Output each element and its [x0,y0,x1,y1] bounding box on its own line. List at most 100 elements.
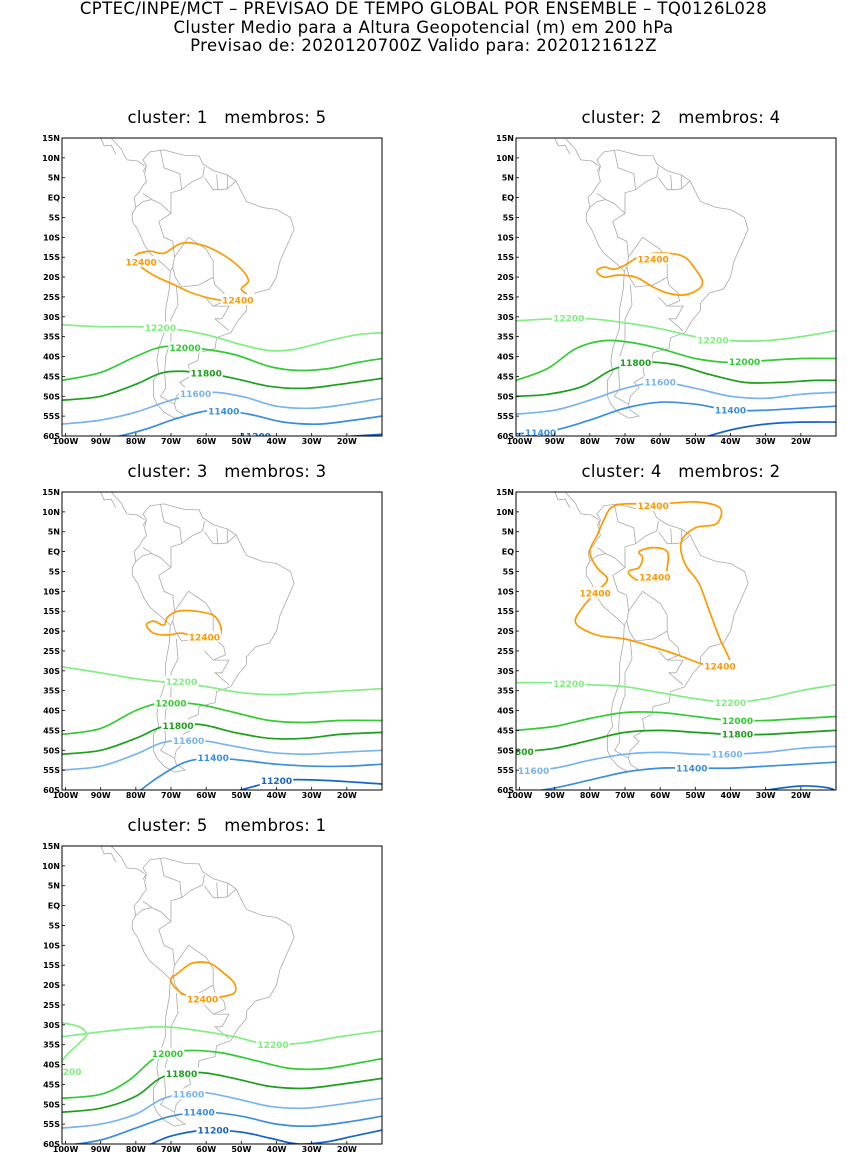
contour-label: 12400 [637,502,668,512]
lat-tick-label: 60S [497,786,514,795]
contour-label: 11800 [166,1070,197,1080]
lon-tick-label: 60W [196,1145,216,1154]
lat-tick-label: 10N [42,154,60,163]
plot-area: 12400 12200 12200 12000 11800 11600 11400 11400 [516,138,836,436]
contour-label: 12400 [637,255,668,265]
lon-tick-label: 60W [196,437,216,446]
contour-label: 11600 [173,737,204,747]
country-border [658,277,680,307]
contour-label-bg [124,255,158,267]
lon-tick-label: 40W [267,791,287,800]
country-border [159,284,179,405]
contour-label-bg [178,387,213,399]
lat-tick-label: 5N [502,528,514,537]
lat-axis: 15N 10N 5N EQ 5S 10S 15S 20S 25S 30S 35S 40S 45S 50S 5… [42,842,65,1149]
contour-12000 [62,345,382,382]
country-border [135,553,172,568]
contour-label-bg [256,1038,290,1050]
lat-tick-label: 40S [497,353,514,362]
contour-12000 [516,339,836,382]
lon-tick-label: 70W [161,1145,181,1154]
lat-tick-label: 45S [43,1080,60,1089]
lat-tick-label: 45S [497,726,514,735]
contour-label: 11800 [191,370,222,380]
lon-tick-label: 30W [756,437,776,446]
panel-title-text: cluster: 2 membros: 4 [581,108,781,127]
title-line-3: Previsao de: 2020120700Z Valido para: 20… [190,36,657,55]
contour-labels: 12400 2200 12200 12000 11800 11600 11400 11200 [57,992,290,1136]
contour-label: 12000 [169,344,200,354]
lon-tick-label: 20W [337,791,357,800]
contour-label-bg [161,719,195,731]
lon-tick-label: 40W [721,791,741,800]
contour-label: 12400 [189,633,220,643]
coastline [131,857,295,1127]
country-border [142,193,152,200]
lat-tick-label: 10N [496,508,514,517]
contour-11800 [516,361,836,398]
lat-tick-label: 10S [43,233,60,242]
country-border [158,575,175,626]
contour-label-bg [154,697,188,709]
lat-tick-label: 15S [43,253,60,262]
contour-label: 11400 [183,1109,214,1119]
contour-12000 [62,1049,382,1100]
lat-tick-label: 15S [43,607,60,616]
lat-tick-label: EQ [502,548,514,557]
lon-tick-label: 40W [721,437,741,446]
lon-axis: 100W 90W 80W 70W 60W 50W 40W 30W 20W [53,433,357,446]
country-border [216,882,219,898]
country-border [226,175,237,190]
contour-label-bg [196,751,230,763]
country-border [181,166,205,191]
contour-label: 12400 [222,296,253,306]
country-border [110,492,145,521]
contour-label: 2200 [57,1068,82,1078]
contour-labels: 12400 12400 12400 12400 12200 12200 12000 1800 1… [516,499,755,777]
contour-label-bg [187,631,222,643]
lat-tick-label: 5S [503,567,515,576]
contour-11800 [516,729,836,754]
lat-tick-label: 40S [43,1061,60,1070]
lon-tick-label: 40W [267,437,287,446]
plot-frame [515,491,837,791]
contour-label-bg [150,1047,185,1059]
lat-tick-label: 30S [43,667,60,676]
panel-title-cluster-2: cluster: 2 membros: 4 [516,108,846,127]
lat-tick-label: 10S [497,233,514,242]
contour-12200 [62,1021,88,1062]
country-border [213,1013,230,1040]
country-border [612,575,629,626]
lon-tick-label: 60W [650,791,670,800]
contour-label: 12000 [155,700,186,710]
contour-label-bg [168,341,202,353]
plot-area: 12400 12200 12000 11800 11600 11400 11200 [62,492,382,790]
country-border [216,174,219,190]
lat-tick-label: 15N [42,134,60,143]
contour-labels: 12400 12400 12200 12000 11800 11600 11400 11200 [124,255,273,436]
map-svg: 12400 12200 12200 12000 11800 11600 11400 11400… [496,134,837,446]
geography [100,846,295,1127]
contour-label-bg [259,774,294,786]
contour-12400 [134,241,250,302]
contour-12000 [62,701,382,736]
country-border [204,885,228,899]
contour-label: 11800 [620,359,651,369]
contour-label-bg [185,992,220,1004]
lon-tick-label: 70W [615,791,635,800]
panel-title-cluster-1: cluster: 1 membros: 5 [62,108,392,127]
contour-label: 11200 [261,777,292,787]
contour-label-bg [143,321,178,333]
contour-label: 12200 [257,1041,288,1051]
contour-12200 [62,1025,382,1046]
lat-tick-label: 60S [43,432,60,441]
lat-axis: 15N 10N 5N EQ 5S 10S 15S 20S 25S 30S 35S 40S 45S 50S 5… [496,134,519,441]
lat-tick-label: 25S [43,1001,60,1010]
lat-tick-label: 60S [497,432,514,441]
lat-tick-label: 55S [43,1120,60,1129]
lat-tick-label: 60S [43,786,60,795]
contour-label-bg [523,426,558,436]
lon-tick-label: 100W [53,1145,79,1154]
lon-tick-label: 80W [580,791,600,800]
plot-area: 12400 2200 12200 12000 11800 11600 11400 11200 [57,846,382,1144]
